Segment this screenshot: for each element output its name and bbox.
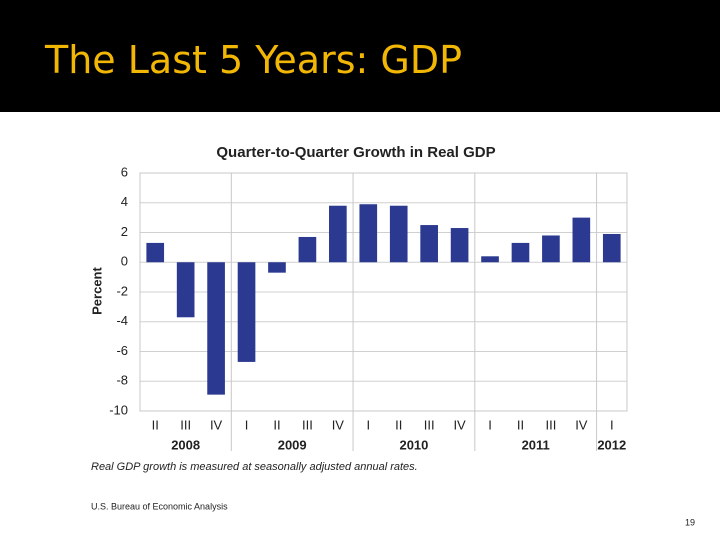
slide-title: The Last 5 Years: GDP (45, 38, 462, 82)
bar (542, 235, 560, 263)
x-tick-label: IV (575, 417, 588, 432)
y-tick-label: 0 (121, 254, 128, 269)
y-tick-label: 4 (121, 194, 128, 209)
bar (237, 262, 256, 362)
x-tick-label: I (488, 417, 492, 432)
bar (511, 242, 530, 263)
y-tick-label: -10 (109, 402, 128, 417)
x-tick-label: IV (210, 417, 223, 432)
x-tick-label: I (245, 417, 249, 432)
bar (481, 256, 499, 263)
y-axis-label: Percent (89, 266, 104, 314)
x-tick-label: III (545, 417, 556, 432)
y-tick-label: -2 (116, 283, 128, 298)
chart-title: Quarter-to-Quarter Growth in Real GDP (216, 144, 495, 161)
x-tick-label: II (395, 417, 402, 432)
y-tick-label: 2 (121, 224, 128, 239)
x-tick-label: IV (453, 417, 466, 432)
bar (602, 233, 621, 263)
bar (268, 262, 286, 273)
bar (176, 262, 195, 318)
y-tick-label: -6 (116, 343, 128, 358)
x-tick-label: III (302, 417, 313, 432)
y-tick-label: -8 (116, 373, 128, 388)
x-tick-label: II (152, 417, 159, 432)
source: U.S. Bureau of Economic Analysis (91, 501, 228, 511)
year-label: 2009 (278, 437, 307, 452)
x-tick-label: I (610, 417, 614, 432)
x-tick-label: II (517, 417, 524, 432)
year-label: 2011 (522, 437, 550, 452)
y-tick-label: 6 (121, 164, 128, 179)
footnote: Real GDP growth is measured at seasonall… (91, 461, 418, 473)
page-number: 19 (685, 517, 695, 527)
x-tick-label: III (424, 417, 435, 432)
header-band: The Last 5 Years: GDP (0, 0, 720, 112)
x-tick-label: III (180, 417, 191, 432)
bar (450, 228, 469, 263)
x-tick-label: IV (332, 417, 345, 432)
plot-border (139, 172, 628, 412)
bar (389, 205, 408, 263)
year-label: 2012 (597, 437, 626, 452)
x-tick-label: II (273, 417, 280, 432)
year-label: 2008 (171, 437, 200, 452)
x-tick-label: I (366, 417, 370, 432)
bar (207, 262, 225, 395)
bar (298, 236, 317, 263)
bar (359, 204, 378, 263)
bar (420, 225, 438, 263)
bar (329, 205, 347, 263)
bar (572, 217, 591, 263)
y-tick-label: -4 (116, 313, 128, 328)
bar (146, 242, 165, 263)
year-label: 2010 (399, 437, 428, 452)
